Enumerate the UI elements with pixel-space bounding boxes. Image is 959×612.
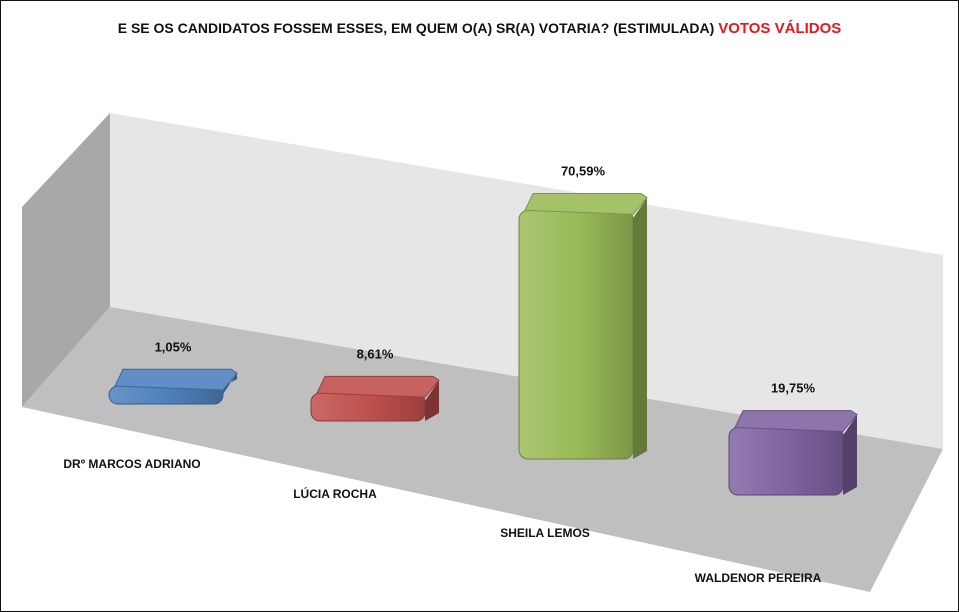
bar-side-face [425,380,439,421]
bar-front-face [518,209,634,460]
bar-front-face [310,392,426,422]
side-wall [22,113,110,407]
chart-title-highlight: VOTOS VÁLIDOS [718,20,842,37]
bar-0 [108,368,238,405]
bar-side-face [633,197,647,459]
category-label-1: LÚCIA ROCHA [293,486,377,501]
chart-title: E SE OS CANDIDATOS FOSSEM ESSES, EM QUEM… [0,20,959,37]
bar-top-face [734,410,858,432]
data-label-1: 8,61% [357,346,394,361]
bar-side-face [223,373,237,395]
category-label-0: DRº MARCOS ADRIANO [63,457,200,471]
bar-top-face [524,193,648,215]
chart-bars [108,193,858,496]
bar-2 [518,193,648,460]
chart-title-main: E SE OS CANDIDATOS FOSSEM ESSES, EM QUEM… [117,20,715,36]
floor [22,307,943,592]
bar-front-face [728,426,844,496]
category-label-3: WALDENOR PEREIRA [695,571,822,585]
bar-top-face [316,375,440,398]
data-label-0: 1,05% [155,339,192,354]
bar-1 [310,375,440,422]
bar-side-face [843,414,857,495]
chart-labels: 1,05% 8,61% 70,59% 19,75% DRº MARCOS ADRIANO… [63,164,821,585]
bar-top-face [114,368,238,391]
category-label-2: SHEILA LEMOS [500,526,590,540]
bar-3 [728,410,858,496]
data-label-3: 19,75% [771,381,816,396]
data-label-2: 70,59% [561,164,606,179]
